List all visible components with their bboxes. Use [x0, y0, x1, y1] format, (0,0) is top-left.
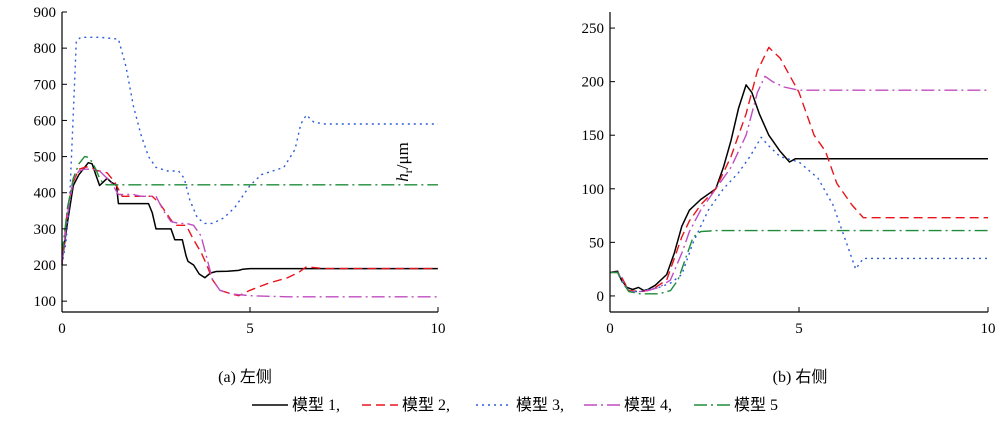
legend: 模型 1, 模型 2, 模型 3, 模型 4, 模型 5	[252, 396, 778, 414]
x-tick-label: 0	[58, 321, 66, 337]
series-line-model-2	[610, 46, 988, 293]
y-tick-label: 700	[34, 77, 57, 93]
y-tick-label: 50	[589, 235, 604, 251]
y-tick-label: 800	[34, 41, 57, 57]
x-tick-label: 10	[431, 321, 446, 337]
y-tick-label: 500	[34, 150, 57, 166]
legend-item-model-2: 模型 2,	[362, 396, 450, 414]
legend-item-model-4: 模型 4,	[584, 396, 672, 414]
legend-label: 模型 1,	[292, 396, 340, 414]
y-tick-label: 400	[34, 186, 57, 202]
legend-label: 模型 2,	[402, 396, 450, 414]
y-tick-label: 300	[34, 222, 57, 238]
series-line-model-1	[61, 161, 438, 279]
legend-label: 模型 5	[734, 396, 778, 414]
y-tick-label: 150	[582, 128, 605, 144]
legend-item-model-5: 模型 5	[694, 396, 778, 414]
series-line-model-5	[610, 229, 988, 295]
x-axis-title: t/ms	[0, 0, 15, 4]
panel-caption: (a) 左侧	[218, 368, 272, 386]
panel-caption: (b) 右侧	[773, 368, 828, 386]
series-line-model-3	[61, 36, 438, 266]
series-line-model-3	[610, 136, 988, 293]
x-tick-label: 0	[606, 321, 614, 337]
y-tick-label: 100	[582, 182, 605, 198]
legend-label: 模型 4,	[624, 396, 672, 414]
series-line-model-5	[61, 155, 438, 255]
right-panel: 0510050100150200250t/mshr/μm(b) 右侧	[0, 0, 996, 386]
series-line-model-4	[61, 168, 438, 298]
y-tick-label: 600	[34, 113, 57, 129]
legend-item-model-3: 模型 3,	[476, 396, 564, 414]
legend-item-model-1: 模型 1,	[252, 396, 340, 414]
series-line-model-2	[61, 165, 438, 297]
y-axis-title: hr/μm	[393, 142, 415, 182]
series-line-model-1	[609, 84, 988, 292]
x-tick-label: 5	[246, 321, 254, 337]
x-tick-label: 10	[981, 321, 996, 337]
y-tick-label: 200	[582, 75, 605, 91]
series-line-model-4	[610, 75, 988, 293]
y-tick-label: 100	[34, 294, 57, 310]
legend-label: 模型 3,	[516, 396, 564, 414]
y-tick-label: 200	[34, 258, 57, 274]
x-tick-label: 5	[795, 321, 803, 337]
x-axis-title: t/ms	[0, 0, 15, 4]
y-tick-label: 0	[597, 289, 605, 305]
y-tick-label: 250	[582, 21, 605, 37]
left-panel: 0510100200300400500600700800900t/mshl/μm…	[0, 0, 446, 386]
y-tick-label: 900	[34, 5, 57, 21]
